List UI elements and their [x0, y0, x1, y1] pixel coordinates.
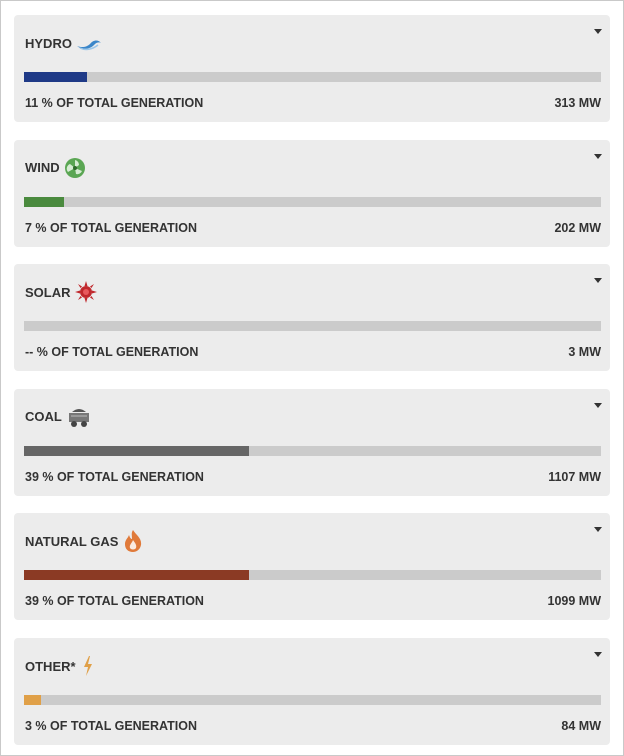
panel-header: OTHER* — [25, 655, 96, 677]
source-icon — [122, 529, 144, 553]
share-label: 7 % OF TOTAL GENERATION — [25, 220, 198, 235]
source-name: NATURAL GAS — [25, 533, 119, 549]
dropdown-caret[interactable] — [594, 402, 602, 408]
dropdown-caret[interactable] — [594, 29, 602, 34]
source-panel: WIND 7 % OF TOTAL GENERATION 202 MW — [14, 139, 610, 247]
source-panel: OTHER* 3 % OF TOTAL GENERATION 84 MW — [14, 638, 610, 745]
output-label: 3 MW — [568, 345, 601, 360]
panel-header: SOLAR — [25, 281, 97, 304]
source-panel: NATURAL GAS 39 % OF TOTAL GENERATION 1099 … — [14, 513, 610, 621]
source-name: COAL — [25, 409, 62, 425]
source-icon — [76, 35, 102, 51]
output-label: 313 MW — [554, 96, 601, 110]
share-bar-track — [24, 445, 601, 456]
share-bar-track — [24, 321, 601, 332]
output-label: 1107 MW — [548, 469, 601, 484]
source-icon — [74, 281, 97, 304]
share-label: 3 % OF TOTAL GENERATION — [25, 719, 198, 733]
source-icon — [66, 406, 92, 428]
share-label: 39 % OF TOTAL GENERATION — [25, 469, 204, 484]
source-name: WIND — [25, 160, 60, 176]
share-bar-track — [24, 72, 601, 82]
panel-header: COAL — [25, 406, 92, 428]
panel-header: WIND — [25, 157, 86, 179]
share-bar — [24, 445, 250, 456]
dropdown-caret[interactable] — [594, 527, 602, 533]
source-panel: COAL 39 % OF TOTAL GENERATION 1107 MW — [14, 388, 610, 496]
share-bar-track — [24, 570, 601, 581]
output-label: 84 MW — [561, 719, 601, 733]
source-name: HYDRO — [25, 35, 72, 51]
dropdown-caret[interactable] — [594, 153, 602, 159]
panel-header: NATURAL GAS — [25, 529, 144, 553]
dropdown-caret[interactable] — [594, 652, 602, 657]
share-bar-track — [24, 695, 601, 705]
share-label: 39 % OF TOTAL GENERATION — [25, 594, 204, 609]
share-bar — [24, 570, 250, 581]
source-panel: SOLAR -- % OF TOTAL GENERATION 3 MW — [14, 264, 610, 372]
output-label: 202 MW — [554, 220, 601, 235]
share-label: -- % OF TOTAL GENERATION — [25, 345, 199, 360]
source-icon — [64, 157, 86, 179]
source-name: SOLAR — [25, 284, 71, 300]
share-bar-track — [24, 196, 601, 207]
panel-header: HYDRO — [25, 34, 102, 52]
source-panel: HYDRO 11 % OF TOTAL GENERATION 313 MW — [14, 15, 610, 122]
share-bar — [24, 196, 65, 207]
share-bar — [24, 695, 42, 705]
output-label: 1099 MW — [547, 594, 602, 609]
dropdown-caret[interactable] — [594, 278, 602, 284]
source-icon — [80, 655, 96, 677]
share-label: 11 % OF TOTAL GENERATION — [25, 96, 204, 110]
share-bar — [24, 72, 88, 82]
source-name: OTHER* — [25, 658, 76, 674]
